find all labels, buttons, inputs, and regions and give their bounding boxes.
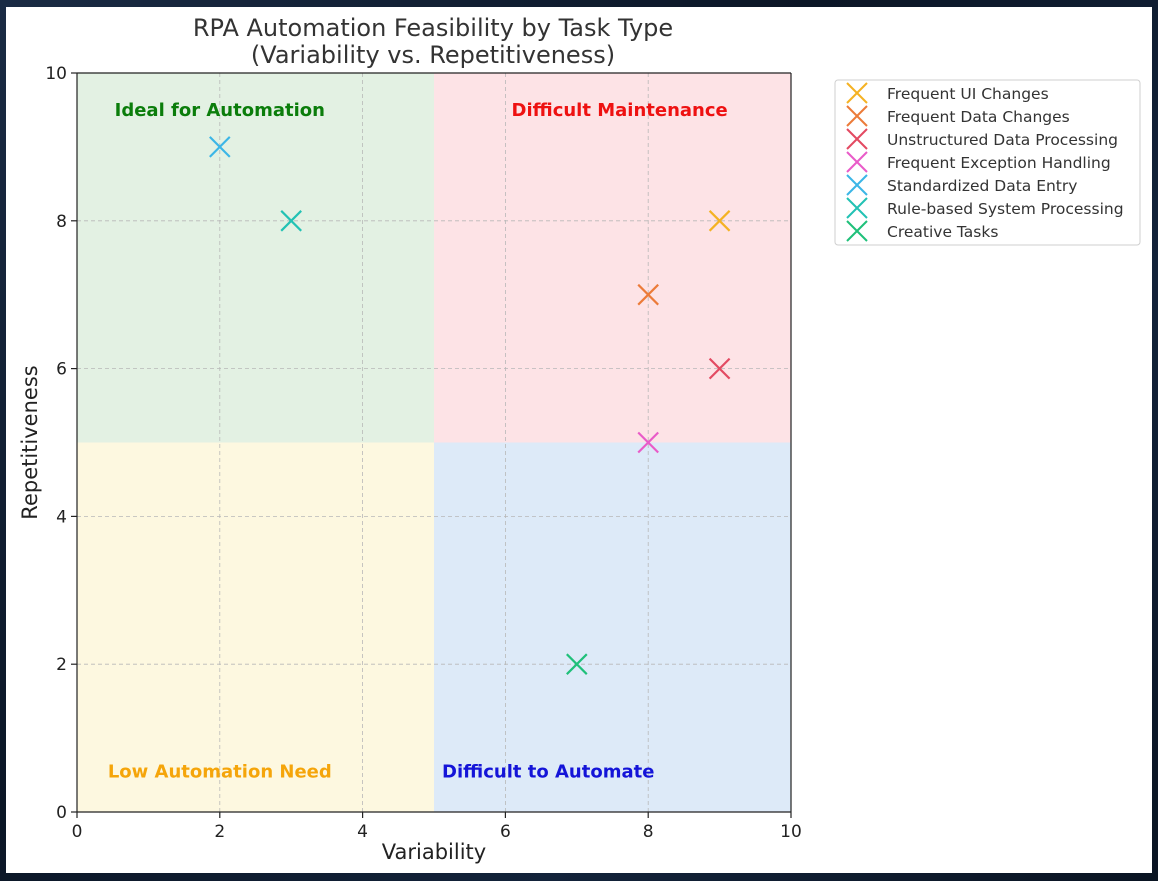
- legend-marker-stroke: [846, 82, 868, 104]
- quadrant-ideal-for-automation: [77, 73, 434, 443]
- marker-stroke: [637, 431, 659, 454]
- y-tick-label: 6: [56, 360, 67, 380]
- y-tick-label: 2: [56, 655, 67, 675]
- legend-marker-frequent-ui-changes: [846, 82, 868, 104]
- x-axis-label: Variability: [382, 840, 486, 864]
- legend-marker-rule-based-system-processing: [846, 197, 868, 219]
- data-point-frequent-ui-changes: [708, 210, 731, 232]
- x-tick-label: 0: [72, 822, 83, 842]
- marker-stroke: [280, 210, 302, 232]
- marker-stroke: [209, 136, 231, 158]
- chart-panel: Ideal for Automation Difficult Maintenanc…: [6, 7, 1152, 873]
- chart-title-line: RPA Automation Feasibility by Task Type: [193, 14, 673, 42]
- legend-marker-standardized-data-entry: [846, 174, 868, 196]
- legend-label-frequent-exception-handling: Frequent Exception Handling: [887, 154, 1111, 172]
- marker-stroke: [637, 283, 659, 306]
- x-tick-label: 8: [643, 822, 654, 842]
- data-point-standardized-data-entry: [209, 136, 231, 158]
- marker-stroke: [566, 653, 588, 675]
- legend-marker-frequent-exception-handling: [846, 151, 868, 173]
- chart-title-line: (Variability vs. Repetitiveness): [251, 41, 615, 69]
- x-tick-label: 10: [780, 822, 802, 842]
- legend-marker-unstructured-data-processing: [846, 128, 868, 150]
- legend-label-rule-based-system-processing: Rule-based System Processing: [887, 200, 1124, 218]
- data-point-unstructured-data-processing: [708, 357, 731, 380]
- x-tick-label: 2: [214, 822, 225, 842]
- marker-stroke: [708, 357, 731, 380]
- y-tick-label: 10: [45, 64, 67, 84]
- x-tick-label: 4: [357, 822, 368, 842]
- marker-stroke: [708, 210, 731, 232]
- legend-marker-frequent-data-changes: [846, 105, 868, 127]
- y-axis-label: Repetitiveness: [18, 365, 42, 519]
- data-point-rule-based-system-processing: [280, 210, 302, 232]
- quadrant-difficult-to-automate: [434, 442, 791, 812]
- quadrant-difficult-maintenance: [434, 73, 791, 443]
- data-point-frequent-exception-handling: [637, 431, 659, 454]
- quadrant-label-difficult-maintenance: Difficult Maintenance: [512, 100, 728, 121]
- y-tick-label: 8: [56, 212, 67, 232]
- legend-marker-stroke: [846, 220, 868, 242]
- legend-marker-stroke: [846, 197, 868, 219]
- quadrant-label-difficult-to-automate: Difficult to Automate: [442, 761, 654, 782]
- data-point-frequent-data-changes: [637, 283, 659, 306]
- legend-label-frequent-ui-changes: Frequent UI Changes: [887, 85, 1049, 103]
- legend-label-creative-tasks: Creative Tasks: [887, 223, 998, 241]
- legend-marker-stroke: [846, 105, 868, 127]
- legend-box: [834, 79, 1141, 246]
- legend-marker-creative-tasks: [846, 220, 868, 242]
- y-tick-label: 4: [56, 507, 67, 527]
- legend-marker-stroke: [846, 174, 868, 196]
- data-point-creative-tasks: [566, 653, 588, 675]
- quadrant-label-ideal-for-automation: Ideal for Automation: [115, 100, 325, 121]
- scatter-chart: Ideal for Automation Difficult Maintenanc…: [18, 14, 1141, 864]
- x-tick-label: 6: [500, 822, 511, 842]
- legend-marker-stroke: [846, 151, 868, 173]
- legend-marker-stroke: [846, 128, 868, 150]
- legend-label-standardized-data-entry: Standardized Data Entry: [887, 177, 1077, 195]
- quadrant-label-low-automation-need: Low Automation Need: [108, 761, 332, 782]
- legend-label-unstructured-data-processing: Unstructured Data Processing: [887, 131, 1118, 149]
- legend-label-frequent-data-changes: Frequent Data Changes: [887, 108, 1070, 126]
- y-tick-label: 0: [56, 803, 67, 823]
- quadrant-low-automation-need: [77, 442, 434, 812]
